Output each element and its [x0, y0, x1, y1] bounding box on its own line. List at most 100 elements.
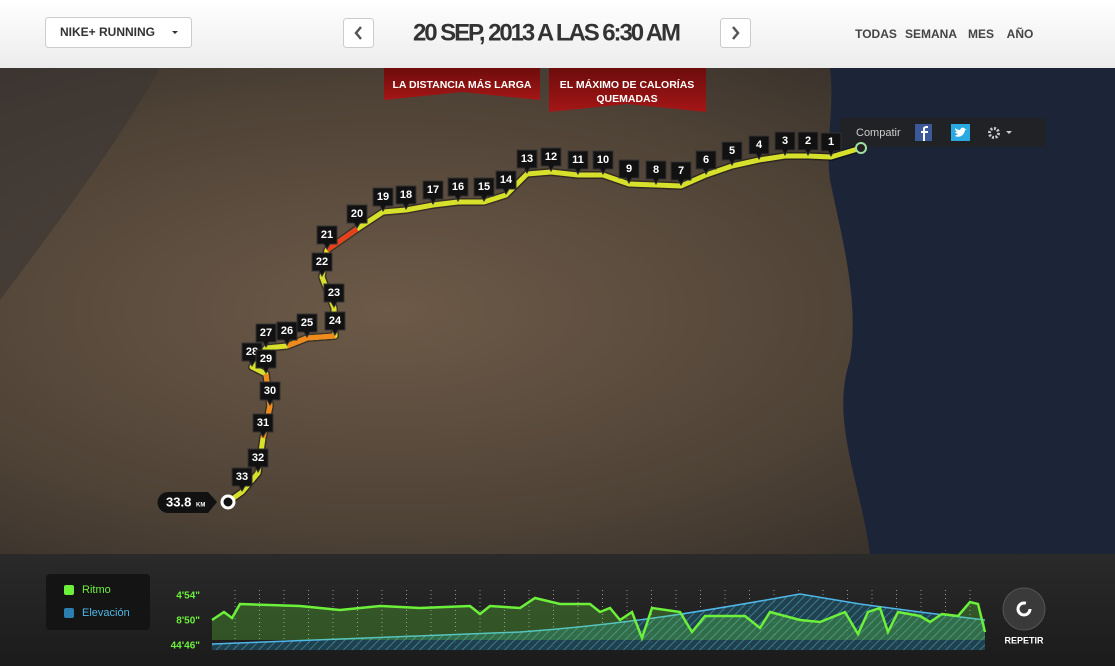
km-marker[interactable]: 7: [670, 161, 692, 186]
km-marker[interactable]: 9: [618, 159, 640, 184]
route-layer: 1234567891011121314151617181920212223242…: [225, 131, 863, 506]
prev-button[interactable]: [343, 18, 374, 48]
km-marker-label: 24: [329, 315, 342, 327]
km-marker-label: 4: [756, 139, 763, 151]
km-marker[interactable]: 2: [797, 131, 819, 156]
km-marker[interactable]: 14: [495, 170, 517, 195]
legend-label: Ritmo: [82, 584, 111, 596]
route-segment: [286, 333, 336, 349]
km-marker[interactable]: 33: [231, 467, 253, 492]
nav-item[interactable]: MES: [968, 27, 994, 41]
km-marker-box: [447, 177, 469, 202]
km-marker[interactable]: 3: [774, 131, 796, 156]
km-marker-label: 30: [264, 385, 276, 397]
km-marker-box: [255, 349, 277, 374]
km-marker[interactable]: 16: [447, 177, 469, 202]
sea: [828, 68, 1115, 554]
km-marker-box: [721, 141, 743, 166]
km-marker[interactable]: 29: [255, 349, 277, 374]
km-marker-label: 23: [328, 287, 340, 299]
route-start: [855, 142, 867, 154]
km-marker[interactable]: 23: [323, 283, 345, 308]
km-marker-label: 6: [703, 154, 709, 166]
km-marker-label: 21: [321, 229, 333, 241]
km-marker[interactable]: 18: [395, 185, 417, 210]
km-marker[interactable]: 22: [311, 252, 333, 277]
legend-swatch-pace[interactable]: [64, 585, 74, 595]
km-marker[interactable]: 12: [540, 147, 562, 172]
km-marker[interactable]: 11: [567, 150, 589, 175]
km-marker-box: [748, 135, 770, 160]
km-marker[interactable]: 8: [645, 160, 667, 185]
twitter-glyph: [955, 127, 967, 137]
replay-button[interactable]: [1002, 587, 1046, 631]
km-marker-label: 26: [281, 325, 293, 337]
ribbon-label: LA DISTANCIA MÁS LARGA: [392, 78, 531, 91]
km-marker[interactable]: 21: [316, 225, 338, 250]
km-marker-box: [774, 131, 796, 156]
date-title: 20 SEP, 2013 A LAS 6:30 AM: [413, 19, 681, 46]
next-icon: [732, 26, 740, 40]
ribbon[interactable]: [384, 68, 540, 100]
km-marker[interactable]: 17: [422, 180, 444, 205]
km-marker-label: 2: [805, 135, 811, 147]
km-marker[interactable]: 20: [346, 204, 368, 229]
km-marker-box: [495, 170, 517, 195]
km-marker[interactable]: 4: [748, 135, 770, 160]
dropdown[interactable]: [45, 17, 192, 48]
km-marker-label: 19: [377, 191, 389, 203]
km-marker-box: [820, 132, 842, 157]
km-marker[interactable]: 32: [247, 448, 269, 473]
km-marker-label: 14: [500, 174, 513, 186]
km-marker-box: [645, 160, 667, 185]
km-marker[interactable]: 24: [324, 311, 346, 336]
km-marker[interactable]: 30: [259, 381, 281, 406]
km-marker[interactable]: 6: [695, 150, 717, 175]
km-marker-label: 8: [653, 164, 659, 176]
km-marker-box: [540, 147, 562, 172]
km-marker-label: 10: [597, 154, 609, 166]
km-marker-label: 15: [478, 181, 490, 193]
share-bar: [840, 118, 1046, 147]
km-marker-box: [592, 150, 614, 175]
km-marker-box: [567, 150, 589, 175]
ribbon-label: QUEMADAS: [596, 93, 657, 105]
km-marker[interactable]: 1: [820, 132, 842, 157]
km-marker[interactable]: 13: [516, 149, 538, 174]
next-button[interactable]: [720, 18, 751, 48]
km-marker[interactable]: 5: [721, 141, 743, 166]
km-marker-box: [276, 321, 298, 346]
km-marker[interactable]: 27: [255, 323, 277, 348]
caret: [172, 31, 178, 34]
km-marker-box: [346, 204, 368, 229]
km-marker[interactable]: 10: [592, 150, 614, 175]
pace-line: [211, 596, 987, 642]
km-marker[interactable]: 26: [276, 321, 298, 346]
gear-icon[interactable]: [988, 127, 1000, 139]
km-marker-box: [618, 159, 640, 184]
km-marker-label: 32: [252, 452, 264, 464]
km-marker-label: 22: [316, 256, 328, 268]
replay-icon: [1016, 601, 1032, 617]
nav-item[interactable]: SEMANA: [905, 27, 957, 41]
elevation-line: [211, 593, 986, 645]
nav-item[interactable]: TODAS: [855, 27, 897, 41]
nav-item[interactable]: AÑO: [1007, 26, 1034, 41]
km-marker[interactable]: 31: [252, 413, 274, 438]
km-marker-box: [316, 225, 338, 250]
route-line: [226, 145, 862, 505]
ribbon[interactable]: [549, 68, 706, 112]
km-marker[interactable]: 25: [296, 313, 318, 338]
km-marker-box: [797, 131, 819, 156]
km-marker-label: 28: [246, 346, 258, 358]
dropdown-label: NIKE+ RUNNING: [60, 25, 155, 39]
facebook-glyph: [921, 126, 928, 141]
km-marker[interactable]: 15: [473, 177, 495, 202]
legend-swatch-elevation[interactable]: [64, 608, 74, 618]
km-marker-label: 20: [351, 208, 363, 220]
km-marker-box: [516, 149, 538, 174]
km-marker-box: [324, 311, 346, 336]
km-marker[interactable]: 19: [372, 187, 394, 212]
